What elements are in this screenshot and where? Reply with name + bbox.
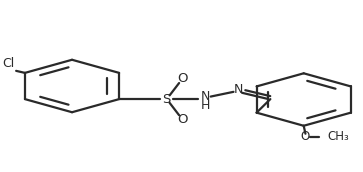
- Text: H: H: [201, 99, 210, 112]
- Text: N: N: [234, 83, 244, 96]
- Text: O: O: [301, 130, 310, 143]
- Text: N: N: [201, 90, 210, 103]
- Text: Cl: Cl: [2, 56, 15, 69]
- Text: O: O: [178, 72, 188, 85]
- Text: O: O: [178, 113, 188, 126]
- Text: CH₃: CH₃: [327, 130, 349, 143]
- Text: S: S: [163, 93, 171, 106]
